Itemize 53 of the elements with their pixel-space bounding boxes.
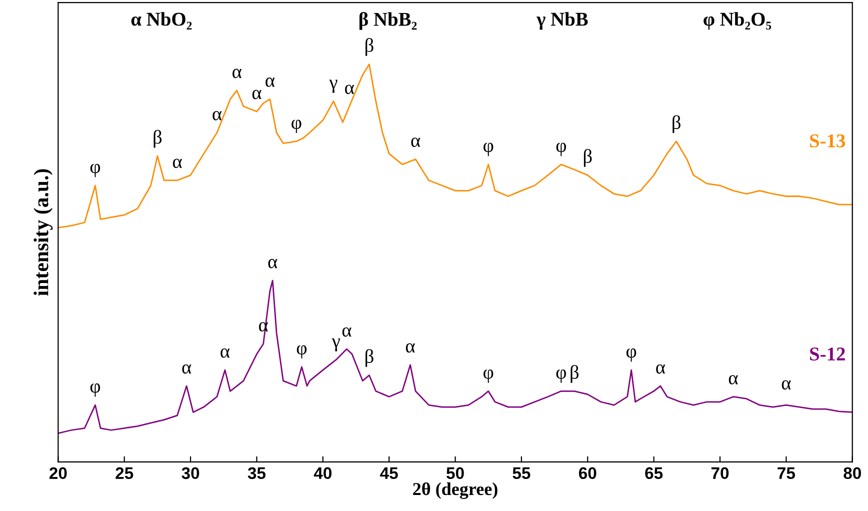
x-tick-label: 65 bbox=[645, 467, 663, 480]
annotation: α bbox=[782, 380, 791, 390]
annotation: φ bbox=[556, 142, 566, 156]
annotation: β bbox=[154, 130, 162, 148]
annotation: α bbox=[728, 375, 738, 384]
text: S-13 bbox=[810, 134, 846, 148]
annotation: φ bbox=[483, 142, 494, 156]
annotation: γ bbox=[329, 80, 338, 93]
x-tick-label: 60 bbox=[578, 467, 596, 480]
x-tick-label: 35 bbox=[248, 467, 266, 480]
annotation: α bbox=[220, 348, 230, 358]
annotation: φ bbox=[296, 345, 307, 359]
annotation: β bbox=[584, 149, 592, 167]
x-tick-label: 70 bbox=[711, 467, 729, 480]
x-tick-label: 25 bbox=[116, 467, 134, 480]
text: γ NbB bbox=[536, 12, 588, 30]
text: α NbO₂ bbox=[131, 12, 192, 30]
x-tick-label: 75 bbox=[778, 467, 795, 480]
annotation: φ bbox=[556, 370, 566, 383]
x-axis-title: 2θ (degree) bbox=[413, 482, 498, 499]
annotation: φ bbox=[483, 370, 494, 383]
annotation: β bbox=[672, 115, 680, 134]
annotation: α bbox=[656, 364, 666, 374]
annotation: β bbox=[366, 38, 374, 56]
annotation: φ bbox=[626, 348, 636, 362]
x-tick-label: 40 bbox=[314, 467, 332, 480]
x-tick-label: 30 bbox=[182, 467, 200, 480]
annotation: β bbox=[570, 364, 579, 383]
annotation: α bbox=[268, 258, 278, 268]
annotation: φ bbox=[292, 120, 302, 134]
x-tick-label: 55 bbox=[512, 467, 530, 480]
annotation: α bbox=[232, 68, 242, 78]
annotation: α bbox=[212, 110, 222, 120]
x-tick-label: 50 bbox=[446, 467, 464, 480]
annotation: α bbox=[182, 364, 192, 374]
annotation: φ bbox=[90, 383, 100, 397]
text: β NbB₂ bbox=[359, 12, 417, 30]
x-tick-label: 45 bbox=[380, 467, 398, 480]
annotation: α bbox=[411, 138, 420, 147]
annotation: α bbox=[406, 343, 415, 353]
text: φ Nb₂O₅ bbox=[704, 12, 772, 30]
annotation: α bbox=[266, 78, 275, 87]
x-tick-label: 20 bbox=[49, 467, 67, 480]
annotation: α bbox=[172, 158, 182, 168]
annotation: α bbox=[342, 327, 352, 337]
x-tick-label: 80 bbox=[844, 467, 861, 480]
annotation: α bbox=[252, 90, 262, 100]
annotation: γ bbox=[332, 338, 340, 352]
text: S-12 bbox=[810, 348, 845, 361]
y-axis-title: intensity (a.u.) bbox=[34, 169, 53, 296]
annotation: φ bbox=[90, 164, 100, 178]
annotation: α bbox=[345, 84, 354, 94]
annotation: β bbox=[366, 349, 374, 367]
